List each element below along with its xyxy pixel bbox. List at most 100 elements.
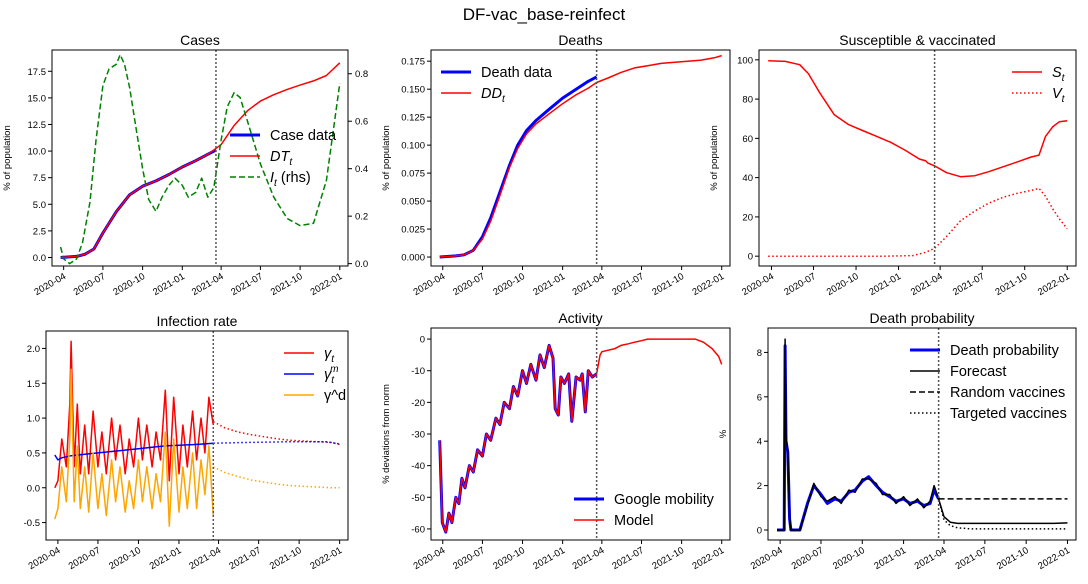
legend-label: γt [324,346,335,365]
y-tick-label: 0 [748,252,753,263]
y-tick-label: 1.5 [27,379,40,390]
x-tick-label: 2021-01 [151,271,187,298]
x-tick-label: 2020-04 [27,545,63,572]
x-tick-label: 2020-04 [412,271,448,298]
legend-label: Google mobility [614,492,715,508]
y-tick-label: 6 [757,392,762,403]
chart-title: Activity [558,310,602,326]
x-tick-label: 2021-07 [227,545,263,572]
y-tick-label: 0.025 [401,225,425,236]
y-tick-label: 0 [420,335,425,346]
series-line-0 [60,148,217,259]
series-line-1 [439,54,722,258]
y-tick-label: 40 [742,173,753,184]
legend-label: DDt [481,86,506,105]
chart-deaths: Deaths % of population 0.000 0.025 0.050 0.07… [381,32,731,298]
chart-title: Cases [180,32,220,48]
legend: Death probability Forecast Random vaccines… [910,343,1067,422]
plot-frame [430,49,731,267]
x-tick-label: 2021-07 [610,545,646,572]
y-tick-label: -60 [411,524,425,535]
y-tick-label: 0.150 [401,85,425,96]
y-axis-label: % deviations from norm [381,384,392,484]
x-tick-label: 2020-10 [491,545,527,572]
x-tick-label: 2022-01 [691,545,727,572]
y-axis-label: % of population [381,125,392,191]
y-tick-label: 0.050 [401,197,425,208]
x-tick-label: 2022-01 [309,271,345,298]
x-tick-label: 2021-01 [872,545,908,572]
x-tick-label: 2021-07 [229,271,265,298]
series-line-3 [937,498,1068,530]
x-tick-label: 2021-04 [190,271,226,298]
y-tick-label: -30 [411,430,425,441]
y-tick-label: 60 [742,134,753,145]
x-tick-label: 2020-07 [72,271,108,298]
x-tick-label: 2021-04 [909,271,945,298]
series-line-0 [768,60,1068,178]
y-tick-label: 20 [742,212,753,223]
series-line-0 [439,75,598,259]
series-line-1 [60,62,341,259]
y-tick-label: 100 [737,55,753,66]
x-tick-label: 2020-04 [749,545,785,572]
series-line-1 [212,420,340,446]
y-axis-label: % of population [709,125,720,191]
x-tick-label: 2021-01 [867,271,903,298]
y-tick-label: 4 [757,437,762,448]
y-tick-label: 2 [757,481,762,492]
x-tick-label: 2020-10 [491,271,527,298]
legend-label: Model [614,513,654,529]
x-tick-label: 2020-07 [782,271,818,298]
x-tick-label: 2022-01 [1036,545,1072,572]
y-tick-label: 8 [757,348,762,359]
x-tick-label: 2021-04 [571,545,607,572]
y-tick-label: 0.075 [401,169,425,180]
x-tick-label: 2020-04 [32,271,68,298]
plot-frame [767,327,1077,541]
x-tick-label: 2021-04 [187,545,223,572]
y-tick-label: 0.000 [401,253,425,264]
x-tick-label: 2021-10 [268,545,304,572]
x-tick-label: 2020-10 [107,545,143,572]
x-tick-label: 2021-10 [269,271,305,298]
x-tick-label: 2022-01 [691,271,727,298]
series-line-1 [768,187,1068,257]
legend-label: St [1052,65,1066,84]
x-tick-label: 2021-01 [531,271,567,298]
x-tick-label: 2021-10 [994,271,1030,298]
series-line-1 [777,338,1068,531]
chart-title: Infection rate [157,313,238,329]
legend-label: γ^d [324,388,346,404]
plot-frame [45,330,349,541]
y-tick-label: -10 [411,366,425,377]
y-tick-label: 5.0 [33,200,46,211]
series-line-4 [54,368,215,527]
legend: Google mobility Model [574,492,715,529]
y-tick-label: -40 [411,461,425,472]
y2-tick-label: 0.6 [355,117,368,128]
y-tick-label: 0.5 [27,448,40,459]
x-tick-label: 2021-10 [650,271,686,298]
chart-infection: Infection rate -0.5 0.0 0.5 1.0 1.5 2.0 2020-04… [24,313,349,572]
x-tick-label: 2020-07 [67,545,103,572]
legend-label: Death probability [950,343,1060,359]
series-line-2 [54,442,214,461]
y2-tick-label: 0.2 [355,212,368,223]
y-tick-label: 7.5 [33,173,46,184]
x-tick-label: 2021-04 [913,545,949,572]
legend: St Vt [1012,65,1066,105]
y-axis-label: % [718,429,729,438]
x-tick-label: 2021-07 [954,545,990,572]
series-line-5 [212,466,340,489]
x-tick-label: 2021-07 [951,271,987,298]
y2-tick-label: 0.8 [355,69,368,80]
y-tick-label: 10.0 [28,147,47,158]
x-tick-label: 2020-10 [825,271,861,298]
x-tick-label: 2022-01 [1036,271,1072,298]
legend-label: Death data [481,65,553,81]
